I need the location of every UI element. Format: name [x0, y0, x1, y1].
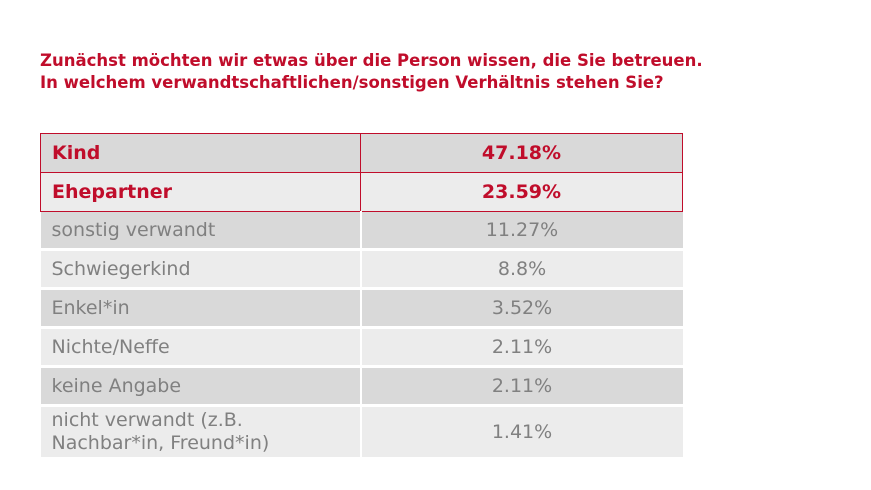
table-row-nicht-verwandt: nicht verwandt (z.B. Nachbar*in, Freund*… — [40, 405, 683, 457]
row-label: Kind — [40, 133, 361, 173]
row-value: 23.59% — [360, 172, 683, 212]
page-title: Zunächst möchten wir etwas über die Pers… — [40, 50, 703, 94]
row-value: 2.11% — [359, 366, 683, 407]
row-value: 1.41% — [359, 405, 683, 457]
row-value: 8.8% — [359, 249, 683, 290]
title-line-1: Zunächst möchten wir etwas über die Pers… — [40, 51, 703, 70]
table-row-nichte-neffe: Nichte/Neffe 2.11% — [40, 327, 683, 368]
row-value: 47.18% — [360, 133, 683, 173]
row-label: sonstig verwandt — [40, 211, 361, 251]
table-row-sonstig-verwandt: sonstig verwandt 11.27% — [40, 211, 683, 251]
row-label: Schwiegerkind — [40, 249, 361, 290]
row-value: 11.27% — [359, 211, 683, 251]
row-label: keine Angabe — [40, 366, 361, 407]
table-row-enkel: Enkel*in 3.52% — [40, 288, 683, 329]
row-label: nicht verwandt (z.B. Nachbar*in, Freund*… — [40, 405, 361, 457]
row-label: Enkel*in — [40, 288, 361, 329]
row-label: Ehepartner — [40, 172, 361, 212]
row-value: 3.52% — [359, 288, 683, 329]
row-label: Nichte/Neffe — [40, 327, 361, 368]
results-table: Kind 47.18% Ehepartner 23.59% sonstig ve… — [40, 133, 683, 457]
table-row-kind: Kind 47.18% — [40, 133, 683, 173]
row-value: 2.11% — [359, 327, 683, 368]
table-row-ehepartner: Ehepartner 23.59% — [40, 172, 683, 212]
table-row-schwiegerkind: Schwiegerkind 8.8% — [40, 249, 683, 290]
table-row-keine-angabe: keine Angabe 2.11% — [40, 366, 683, 407]
title-line-2: In welchem verwandtschaftlichen/sonstige… — [40, 73, 664, 92]
